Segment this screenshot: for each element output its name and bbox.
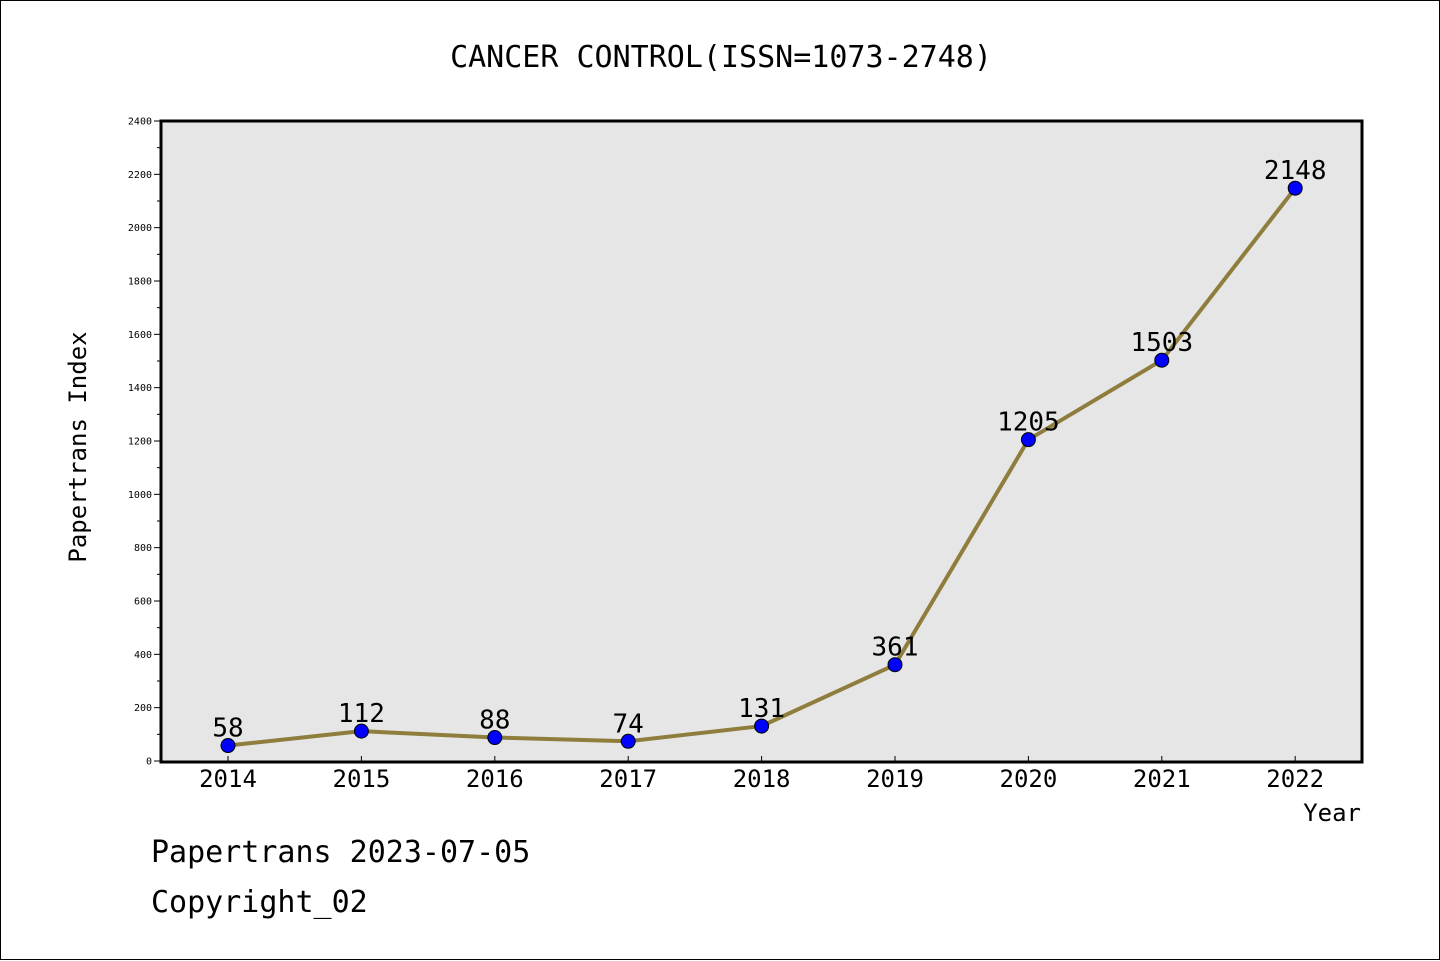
data-point xyxy=(620,733,636,749)
y-tick-label: 400 xyxy=(134,650,152,661)
y-axis-label: Papertrans Index xyxy=(64,331,92,562)
y-tick-label: 2000 xyxy=(128,223,152,234)
y-tick-label: 1600 xyxy=(128,330,152,341)
footer-copyright: Copyright_02 xyxy=(151,885,368,920)
x-axis: 2014 2015 2016 2017 2018 2019 2020 2021 2022 xyxy=(199,756,1324,793)
data-point xyxy=(353,723,369,739)
x-tick-label: 2016 xyxy=(466,765,524,793)
footer-date: Papertrans 2023-07-05 xyxy=(151,835,531,870)
data-point xyxy=(487,730,503,746)
y-tick-label: 1000 xyxy=(128,490,152,501)
y-tick-label: 2200 xyxy=(128,170,152,181)
data-point xyxy=(887,657,903,673)
x-tick-label: 2018 xyxy=(733,765,791,793)
data-point xyxy=(1287,180,1303,196)
plot-area xyxy=(159,119,1364,764)
data-point xyxy=(220,738,236,754)
y-tick-label: 600 xyxy=(134,597,152,608)
y-tick-label: 1800 xyxy=(128,277,152,288)
y-tick-label: 0 xyxy=(146,757,152,768)
x-tick-label: 2019 xyxy=(866,765,924,793)
y-tick-label: 800 xyxy=(134,543,152,554)
data-point xyxy=(1154,352,1170,368)
chart-title: CANCER CONTROL(ISSN=1073-2748) xyxy=(450,40,992,75)
x-tick-label: 2022 xyxy=(1266,765,1324,793)
x-tick-label: 2021 xyxy=(1133,765,1191,793)
x-tick-label: 2017 xyxy=(599,765,657,793)
data-point xyxy=(1020,432,1036,448)
x-axis-label: Year xyxy=(1303,799,1361,827)
y-tick-label: 1400 xyxy=(128,383,152,394)
x-tick-label: 2014 xyxy=(199,765,257,793)
y-tick-label: 1200 xyxy=(128,437,152,448)
data-point xyxy=(754,718,770,734)
y-tick-label: 2400 xyxy=(128,117,152,128)
y-axis: 0 200 400 600 800 1000 1200 1400 1600 1800 2000 220… xyxy=(128,117,161,768)
x-tick-label: 2020 xyxy=(1000,765,1058,793)
x-tick-label: 2015 xyxy=(333,765,391,793)
y-tick-label: 200 xyxy=(134,703,152,714)
